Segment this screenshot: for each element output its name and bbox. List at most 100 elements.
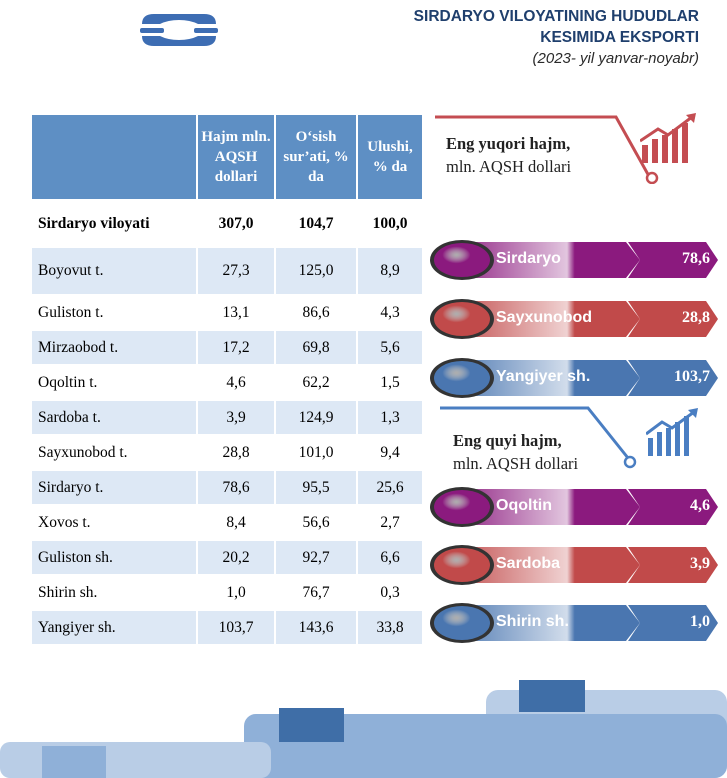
top-ranked-item: Sirdaryo 78,6 xyxy=(428,239,718,281)
cell-hajm: 1,0 xyxy=(198,576,274,609)
cell-hajm: 103,7 xyxy=(198,611,274,644)
cell-osish: 125,0 xyxy=(276,248,356,294)
cell-hajm: 8,4 xyxy=(198,506,274,539)
arrow-bar-shape xyxy=(430,487,718,527)
cell-osish: 92,7 xyxy=(276,541,356,574)
ranked-item-label: Yangiyer sh. xyxy=(496,368,591,385)
cell-hajm: 13,1 xyxy=(198,296,274,329)
table-row: Xovos t. 8,4 56,6 2,7 xyxy=(32,506,422,539)
table-row: Yangiyer sh. 103,7 143,6 33,8 xyxy=(32,611,422,644)
table-row: Sirdaryo t. 78,6 95,5 25,6 xyxy=(32,471,422,504)
table-row-total: Sirdaryo viloyati 307,0 104,7 100,0 xyxy=(32,201,422,246)
cell-osish: 62,2 xyxy=(276,366,356,399)
cell-osish: 95,5 xyxy=(276,471,356,504)
cell-osish: 76,7 xyxy=(276,576,356,609)
cell-hajm: 17,2 xyxy=(198,331,274,364)
cell-ulushi: 4,3 xyxy=(358,296,422,329)
cell-name: Yangiyer sh. xyxy=(32,611,196,644)
cell-hajm: 27,3 xyxy=(198,248,274,294)
page-title: SIRDARYO VILOYATINING HUDUDLAR KESIMIDA … xyxy=(414,6,699,69)
cell-name: Sirdaryo t. xyxy=(32,471,196,504)
cell-ulushi: 1,5 xyxy=(358,366,422,399)
bottom-ranked-item: Oqoltin 4,6 xyxy=(428,486,718,528)
top-ranked-item: Sayxunobod 28,8 xyxy=(428,298,718,340)
arrow-bar-shape xyxy=(430,545,718,585)
growth-chart-icon xyxy=(640,113,696,163)
cell-name: Sayxunobod t. xyxy=(32,436,196,469)
table-row: Shirin sh. 1,0 76,7 0,3 xyxy=(32,576,422,609)
header-hajm: Hajm mln. AQSH dollari xyxy=(198,115,274,199)
export-table: Hajm mln. AQSH dollari O‘sish sur’ati, %… xyxy=(30,113,424,646)
arrow-bar-shape xyxy=(430,603,718,643)
cell-hajm: 28,8 xyxy=(198,436,274,469)
top-title-bold: Eng yuqori hajm, xyxy=(446,134,571,153)
cell-name: Shirin sh. xyxy=(32,576,196,609)
cell-ulushi: 100,0 xyxy=(358,201,422,246)
table-row: Guliston sh. 20,2 92,7 6,6 xyxy=(32,541,422,574)
cell-osish: 104,7 xyxy=(276,201,356,246)
table-row: Boyovut t. 27,3 125,0 8,9 xyxy=(32,248,422,294)
ranked-item-label: Sayxunobod xyxy=(496,309,593,326)
table-header-row: Hajm mln. AQSH dollari O‘sish sur’ati, %… xyxy=(32,115,422,199)
cell-ulushi: 6,6 xyxy=(358,541,422,574)
cell-hajm: 307,0 xyxy=(198,201,274,246)
cell-osish: 143,6 xyxy=(276,611,356,644)
cell-hajm: 78,6 xyxy=(198,471,274,504)
cell-ulushi: 25,6 xyxy=(358,471,422,504)
cell-ulushi: 1,3 xyxy=(358,401,422,434)
ranked-item-value: 4,6 xyxy=(690,497,710,514)
cell-name: Xovos t. xyxy=(32,506,196,539)
title-line2: KESIMIDA EKSPORTI xyxy=(540,29,699,46)
ranked-item-value: 78,6 xyxy=(682,250,710,267)
cell-name: Oqoltin t. xyxy=(32,366,196,399)
page-subtitle: (2023- yil yanvar-noyabr) xyxy=(532,50,699,67)
ranked-item-label: Sardoba xyxy=(496,555,561,572)
bottom-ranked-item: Sardoba 3,9 xyxy=(428,544,718,586)
ranked-item-value: 3,9 xyxy=(690,555,710,572)
ranked-item-value: 103,7 xyxy=(674,368,710,385)
cell-name: Sirdaryo viloyati xyxy=(32,201,196,246)
footer-decoration xyxy=(0,680,727,778)
cell-hajm: 4,6 xyxy=(198,366,274,399)
header-osish: O‘sish sur’ati, % da xyxy=(276,115,356,199)
cell-hajm: 3,9 xyxy=(198,401,274,434)
cell-ulushi: 9,4 xyxy=(358,436,422,469)
cell-ulushi: 0,3 xyxy=(358,576,422,609)
bottom-ranked-item: Shirin sh. 1,0 xyxy=(428,602,718,644)
ranked-item-label: Sirdaryo xyxy=(496,250,561,267)
table-body: Sirdaryo viloyati 307,0 104,7 100,0 Boyo… xyxy=(32,201,422,644)
cell-ulushi: 8,9 xyxy=(358,248,422,294)
cell-osish: 101,0 xyxy=(276,436,356,469)
cell-ulushi: 2,7 xyxy=(358,506,422,539)
cell-osish: 69,8 xyxy=(276,331,356,364)
top-panel-decoration xyxy=(435,115,659,184)
table-row: Mirzaobod t. 17,2 69,8 5,6 xyxy=(32,331,422,364)
cell-osish: 86,6 xyxy=(276,296,356,329)
ranked-item-label: Oqoltin xyxy=(496,497,552,514)
table-row: Sardoba t. 3,9 124,9 1,3 xyxy=(32,401,422,434)
cell-osish: 124,9 xyxy=(276,401,356,434)
arrow-bar-shape xyxy=(430,240,718,280)
bottom-title-bold: Eng quyi hajm, xyxy=(453,431,562,450)
header-region xyxy=(32,115,196,199)
cell-name: Boyovut t. xyxy=(32,248,196,294)
ranked-item-value: 28,8 xyxy=(682,309,710,326)
table-row: Guliston t. 13,1 86,6 4,3 xyxy=(32,296,422,329)
top-ranked-item: Yangiyer sh. 103,7 xyxy=(428,357,718,399)
top-panel-title: Eng yuqori hajm, mln. AQSH dollari xyxy=(446,132,571,178)
bottom-panel-title: Eng quyi hajm, mln. AQSH dollari xyxy=(453,429,578,475)
cell-name: Mirzaobod t. xyxy=(32,331,196,364)
bottom-panel-decoration xyxy=(440,406,637,469)
arrow-bar-shape xyxy=(430,299,718,339)
table-row: Oqoltin t. 4,6 62,2 1,5 xyxy=(32,366,422,399)
header-ulushi: Ulushi, % da xyxy=(358,115,422,199)
growth-chart-icon-blue xyxy=(646,408,698,456)
top-title-unit: mln. AQSH dollari xyxy=(446,157,572,176)
table-row: Sayxunobod t. 28,8 101,0 9,4 xyxy=(32,436,422,469)
cell-ulushi: 33,8 xyxy=(358,611,422,644)
arrow-bar-shape xyxy=(430,358,718,398)
cell-name: Guliston t. xyxy=(32,296,196,329)
cell-hajm: 20,2 xyxy=(198,541,274,574)
logo-icon xyxy=(140,14,218,46)
ranked-item-label: Shirin sh. xyxy=(496,613,569,630)
